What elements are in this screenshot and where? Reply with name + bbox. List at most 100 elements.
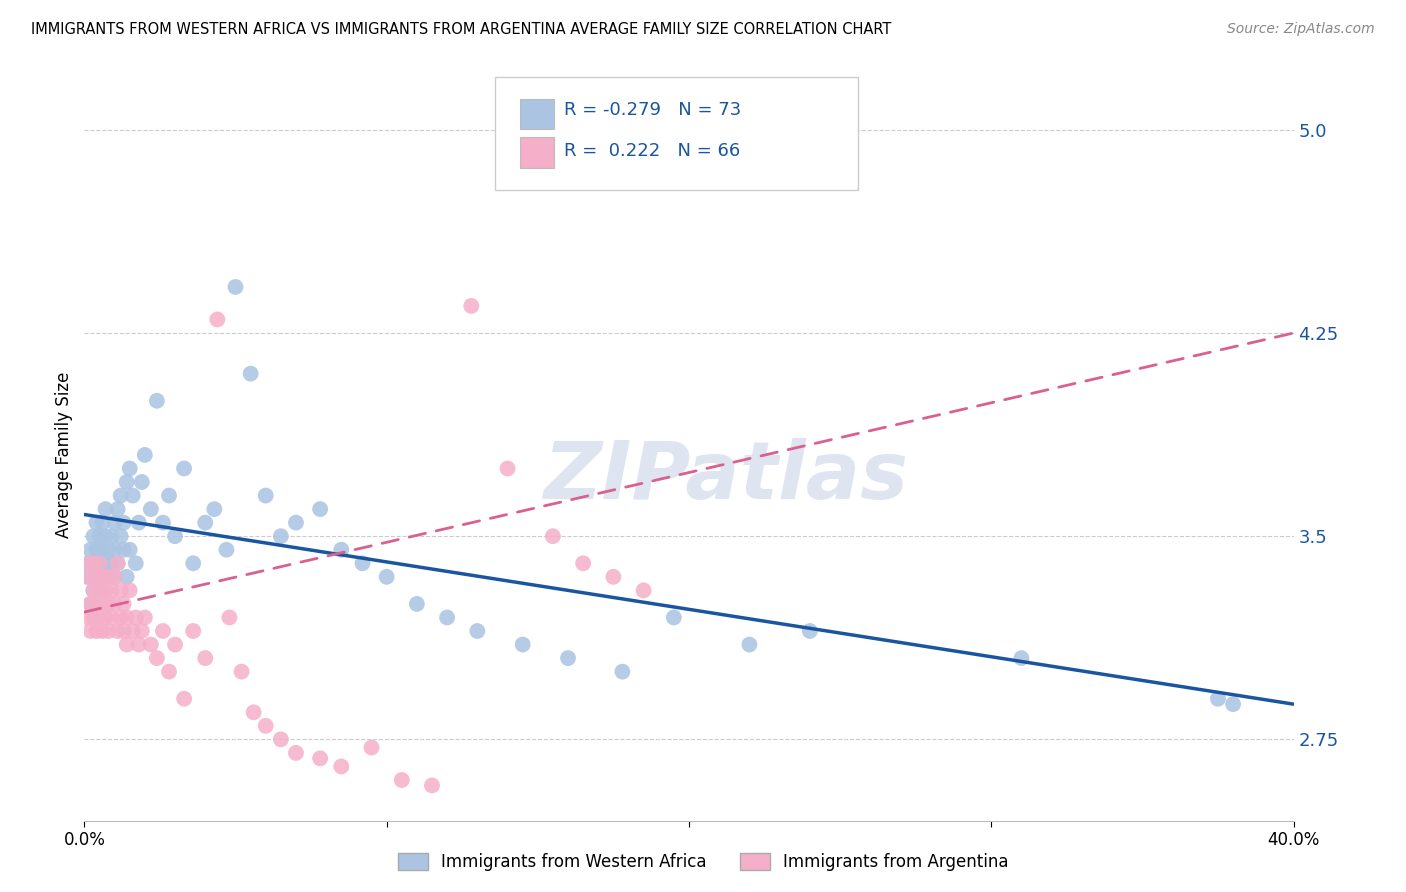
Text: R = -0.279   N = 73: R = -0.279 N = 73: [564, 101, 741, 119]
Point: [91, 624, 114, 638]
Point: [100, 529, 122, 543]
Point: [100, 610, 122, 624]
Point: [91, 570, 114, 584]
Point: [202, 502, 225, 516]
Point: [406, 597, 429, 611]
Text: Source: ZipAtlas.com: Source: ZipAtlas.com: [1227, 22, 1375, 37]
Point: [94, 529, 117, 543]
Point: [225, 280, 247, 294]
Point: [104, 570, 127, 584]
Point: [165, 638, 187, 652]
Point: [131, 475, 153, 489]
Point: [89, 556, 111, 570]
Point: [139, 502, 162, 516]
Point: [100, 556, 122, 570]
Point: [152, 624, 174, 638]
Point: [112, 516, 135, 530]
Point: [76, 610, 98, 624]
Point: [89, 583, 111, 598]
Point: [738, 638, 761, 652]
Point: [207, 312, 229, 326]
Point: [94, 556, 117, 570]
Point: [76, 570, 98, 584]
Point: [118, 461, 141, 475]
Point: [330, 759, 353, 773]
Point: [270, 732, 292, 747]
Point: [115, 570, 138, 584]
Point: [82, 583, 104, 598]
Point: [82, 556, 104, 570]
Point: [89, 583, 111, 598]
Text: R =  0.222   N = 66: R = 0.222 N = 66: [564, 143, 741, 161]
Point: [107, 556, 129, 570]
Point: [115, 475, 138, 489]
Point: [76, 570, 98, 584]
Point: [128, 516, 150, 530]
Point: [309, 751, 332, 765]
Point: [254, 489, 277, 503]
Point: [86, 542, 108, 557]
Point: [157, 665, 180, 679]
Point: [97, 624, 120, 638]
Point: [107, 556, 129, 570]
Point: [436, 610, 458, 624]
Point: [173, 461, 195, 475]
Point: [118, 583, 141, 598]
Point: [285, 746, 308, 760]
Point: [633, 583, 655, 598]
Point: [112, 597, 135, 611]
Point: [181, 624, 204, 638]
Point: [91, 570, 114, 584]
Point: [89, 610, 111, 624]
Point: [97, 570, 120, 584]
Point: [82, 556, 104, 570]
Point: [76, 556, 98, 570]
Point: [125, 610, 148, 624]
Point: [799, 624, 821, 638]
Point: [239, 367, 262, 381]
Point: [104, 597, 127, 611]
Point: [86, 570, 108, 584]
Point: [110, 610, 132, 624]
Point: [104, 516, 127, 530]
Point: [242, 706, 264, 720]
Point: [104, 542, 127, 557]
Y-axis label: Average Family Size: Average Family Size: [55, 372, 73, 538]
Point: [512, 638, 534, 652]
Point: [79, 556, 101, 570]
Point: [152, 516, 174, 530]
Point: [194, 516, 217, 530]
Point: [572, 556, 595, 570]
Point: [89, 556, 111, 570]
Point: [165, 529, 187, 543]
Point: [181, 556, 204, 570]
Point: [391, 772, 413, 787]
Point: [86, 516, 108, 530]
Point: [360, 740, 382, 755]
Point: [107, 624, 129, 638]
Point: [460, 299, 482, 313]
Point: [110, 529, 132, 543]
Point: [231, 665, 253, 679]
Point: [215, 542, 238, 557]
Point: [352, 556, 374, 570]
Point: [110, 583, 132, 598]
Point: [467, 624, 489, 638]
Point: [97, 597, 120, 611]
Text: IMMIGRANTS FROM WESTERN AFRICA VS IMMIGRANTS FROM ARGENTINA AVERAGE FAMILY SIZE : IMMIGRANTS FROM WESTERN AFRICA VS IMMIGR…: [31, 22, 891, 37]
Legend: Immigrants from Western Africa, Immigrants from Argentina: Immigrants from Western Africa, Immigran…: [389, 845, 1017, 880]
Point: [115, 638, 138, 652]
Point: [496, 461, 519, 475]
Point: [104, 570, 127, 584]
Point: [173, 691, 195, 706]
Point: [79, 597, 101, 611]
Point: [612, 665, 634, 679]
FancyBboxPatch shape: [520, 99, 554, 129]
Point: [420, 779, 443, 793]
Point: [112, 624, 135, 638]
Point: [79, 542, 101, 557]
Point: [146, 393, 169, 408]
Point: [1011, 651, 1033, 665]
Point: [309, 502, 332, 516]
Point: [285, 516, 308, 530]
